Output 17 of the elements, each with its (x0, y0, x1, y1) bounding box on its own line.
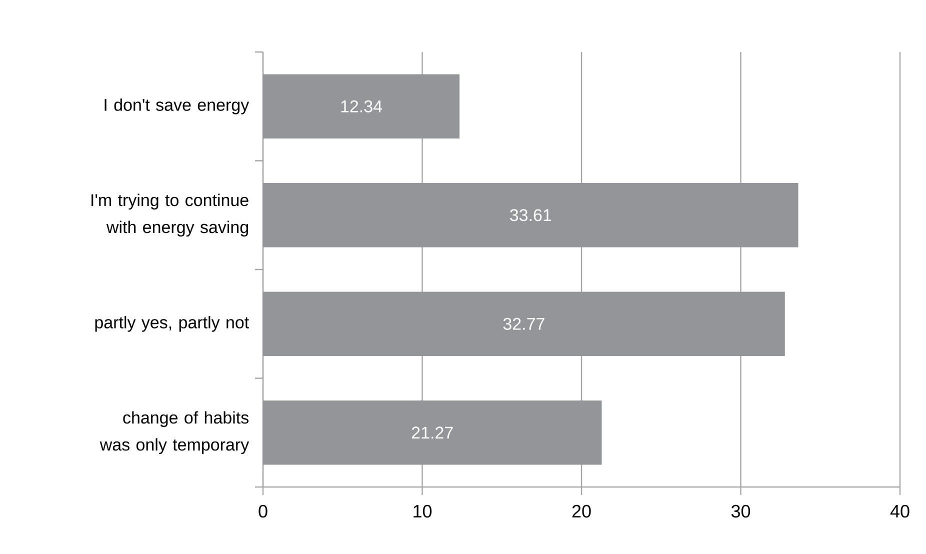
x-tick-label: 0 (258, 504, 268, 518)
data-label: 21.27 (412, 426, 453, 439)
y-tick-label: partly yes, partly not (95, 316, 249, 332)
data-label: 33.61 (510, 209, 552, 222)
data-label: 32.77 (503, 318, 544, 330)
y-tick-label: I'm trying to continue with energy saving (92, 194, 248, 237)
y-tick-label: I don't save energy (104, 98, 250, 114)
y-tick-label: change of habits was only temporary (100, 411, 250, 454)
bar (263, 183, 798, 248)
x-tick-label: 20 (572, 504, 591, 518)
bar (263, 292, 785, 356)
x-tick-label: 30 (731, 504, 750, 518)
bar (263, 400, 602, 465)
bar (263, 74, 460, 138)
x-tick-label: 10 (414, 504, 432, 518)
data-label: 12.34 (341, 100, 382, 112)
x-tick-label: 40 (890, 504, 910, 518)
